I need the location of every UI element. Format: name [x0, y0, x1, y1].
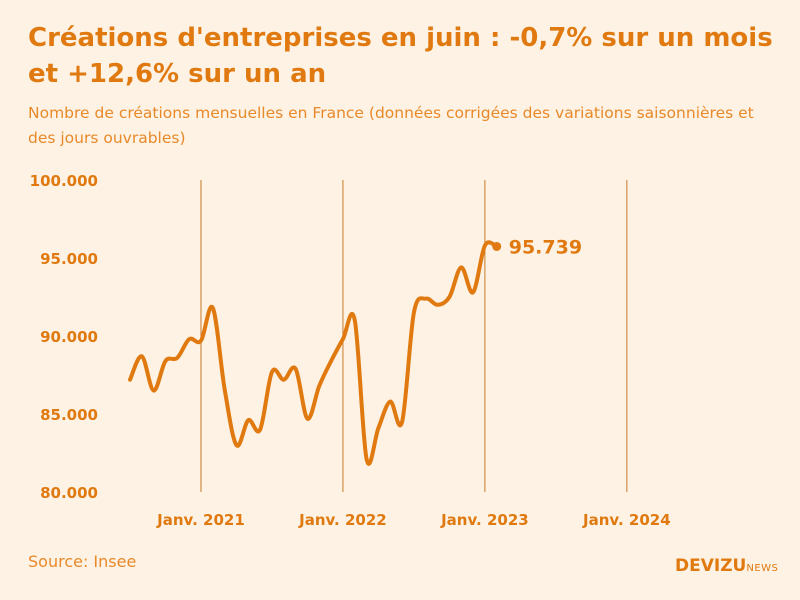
brand-logo: DEVIZUNEWS: [675, 556, 778, 576]
y-tick-label: 90.000: [40, 328, 98, 346]
x-tick-label: Janv. 2021: [156, 511, 245, 529]
source-note: Source: Insee: [28, 552, 137, 571]
x-tick-label: Janv. 2022: [298, 511, 387, 529]
series-line: [128, 240, 499, 466]
y-tick-label: 95.000: [40, 250, 98, 268]
chart-title: Créations d'entreprises en juin : -0,7% …: [28, 23, 773, 89]
y-tick-label: 80.000: [40, 484, 98, 502]
last-data-point: [492, 241, 502, 251]
x-tick-label: Janv. 2023: [440, 511, 529, 529]
y-tick-label: 85.000: [40, 406, 98, 424]
x-axis-ticks: Janv. 2021 Janv. 2022 Janv. 2023 Janv. 2024: [156, 511, 670, 529]
gridlines: [200, 180, 628, 492]
y-tick-label: 100.000: [30, 172, 98, 190]
brand-name: DEVIZU: [675, 556, 747, 576]
brand-subtitle: NEWS: [746, 563, 779, 574]
y-axis-ticks: 80.000 85.000 90.000 95.000 100.000: [30, 172, 98, 502]
chart-subtitle: Nombre de créations mensuelles en France…: [28, 104, 754, 147]
last-value-label: 95.739: [509, 236, 582, 258]
x-tick-label: Janv. 2024: [582, 511, 671, 529]
